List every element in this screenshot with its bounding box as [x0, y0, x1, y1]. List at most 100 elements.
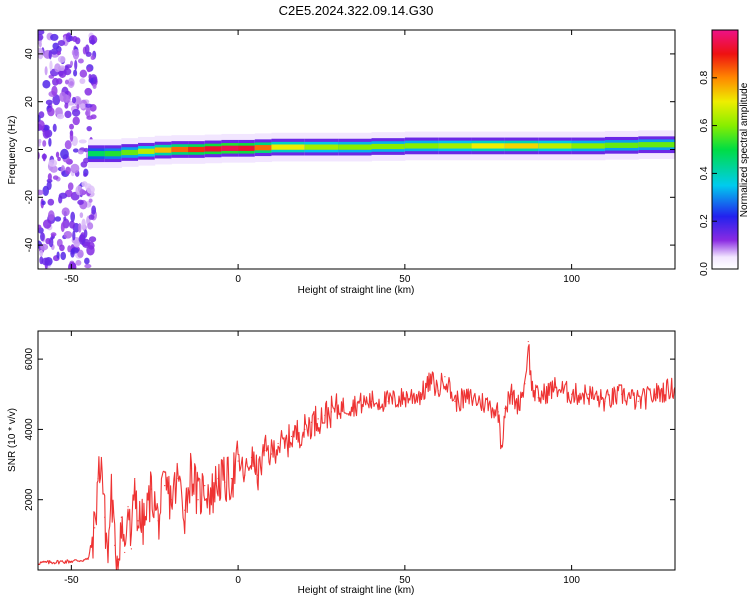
snr-data-point — [170, 499, 173, 501]
snr-data-point — [197, 499, 199, 501]
snr-data-point — [117, 558, 119, 561]
noise-blob — [51, 85, 58, 96]
snr-data-point — [264, 449, 266, 452]
snr-data-point — [284, 446, 286, 448]
noise-blob — [90, 55, 96, 60]
snr-data-point — [487, 404, 489, 406]
noise-blob — [54, 63, 61, 73]
snr-data-point — [310, 421, 313, 423]
noise-blob — [48, 159, 58, 167]
noise-blob — [86, 245, 95, 256]
snr-data-point — [237, 460, 239, 462]
snr-data-point — [244, 474, 246, 476]
noise-blob — [38, 142, 41, 147]
noise-blob — [52, 42, 60, 50]
noise-blob — [42, 219, 52, 229]
snr-data-point — [537, 397, 539, 399]
snr-data-point — [470, 397, 473, 399]
colorbar-tick-label: 0.2 — [699, 214, 710, 228]
snr-data-point — [654, 393, 656, 395]
noise-blob — [52, 175, 59, 180]
spectrogram-x-label: Height of straight line (km) — [298, 285, 415, 296]
snr-data-point — [270, 453, 273, 455]
snr-data-point — [164, 485, 166, 487]
ridge-core — [171, 146, 189, 153]
noise-blob — [71, 96, 77, 104]
x-tick-label: 100 — [563, 274, 580, 285]
ridge-core — [104, 151, 122, 157]
snr-data-point — [204, 485, 206, 487]
snr-series-line — [38, 344, 675, 570]
colorbar-tick-label: 0.0 — [699, 262, 710, 276]
noise-blob — [44, 66, 48, 76]
noise-blob — [64, 102, 69, 109]
snr-content — [38, 340, 675, 570]
snr-data-point — [114, 544, 116, 546]
y-tick-label: 20 — [24, 96, 35, 108]
ridge-core — [188, 146, 206, 153]
noise-blob — [77, 199, 84, 205]
snr-data-point — [157, 520, 159, 522]
ridge-core — [204, 146, 222, 152]
snr-data-point — [317, 418, 319, 420]
ridge-core — [254, 145, 272, 151]
snr-data-point — [370, 400, 373, 402]
snr-data-point — [224, 481, 226, 483]
snr-data-point — [604, 400, 606, 402]
noise-blob — [40, 232, 45, 242]
noise-blob — [64, 79, 69, 85]
noise-blob — [77, 58, 84, 64]
noise-blob — [60, 148, 69, 160]
spectrogram-panel: -50 0 50 100 -40 -20 0 20 40 Height of straight… — [7, 29, 676, 296]
snr-data-point — [290, 435, 293, 438]
noise-blob — [70, 248, 75, 258]
ridge-core — [371, 143, 406, 150]
noise-blob — [88, 73, 92, 80]
snr-data-point — [637, 400, 639, 402]
noise-blob — [79, 212, 84, 218]
noise-blob — [69, 81, 74, 86]
noise-blob — [88, 214, 95, 220]
snr-data-point — [150, 488, 152, 490]
noise-blob — [38, 114, 41, 122]
noise-blob — [55, 151, 60, 158]
snr-data-point — [107, 555, 109, 557]
ridge-core — [338, 144, 373, 150]
snr-data-point — [524, 383, 526, 385]
noise-blob — [78, 139, 87, 144]
ridge-core — [538, 143, 573, 149]
figure-title: C2E5.2024.322.09.14.G30 — [279, 3, 434, 18]
x-tick-label: 100 — [563, 575, 580, 586]
y-tick-label: 6000 — [24, 348, 35, 371]
noise-blob — [72, 148, 79, 153]
noise-blob — [46, 181, 52, 191]
snr-data-point — [437, 390, 439, 392]
snr-data-point — [517, 404, 519, 406]
noise-blob — [77, 150, 84, 155]
colorbar-tick-label: 0.6 — [699, 118, 710, 132]
noise-blob — [56, 78, 63, 85]
snr-data-point — [500, 446, 503, 448]
snr-data-point — [337, 407, 339, 409]
noise-blob — [79, 103, 86, 109]
spectrogram-content — [38, 30, 675, 269]
ridge-core — [571, 143, 606, 149]
noise-blob — [72, 35, 78, 43]
noise-blob — [41, 257, 51, 266]
noise-blob — [72, 116, 80, 126]
ridge-core — [404, 143, 439, 149]
snr-data-point — [70, 560, 72, 562]
noise-blob — [73, 69, 78, 77]
noise-blob — [50, 48, 58, 55]
snr-data-point — [497, 411, 499, 413]
ridge-core — [304, 144, 339, 150]
noise-blob — [79, 78, 86, 85]
snr-x-ticks: -50 0 50 100 — [64, 331, 580, 586]
snr-data-point — [94, 527, 96, 529]
noise-blob — [84, 147, 89, 153]
noise-blob — [79, 69, 88, 78]
snr-data-point — [100, 456, 102, 459]
noise-blob — [77, 249, 84, 258]
colorbar: 0.0 0.2 0.4 0.6 0.8 Normalized spectral ampl… — [699, 29, 750, 276]
